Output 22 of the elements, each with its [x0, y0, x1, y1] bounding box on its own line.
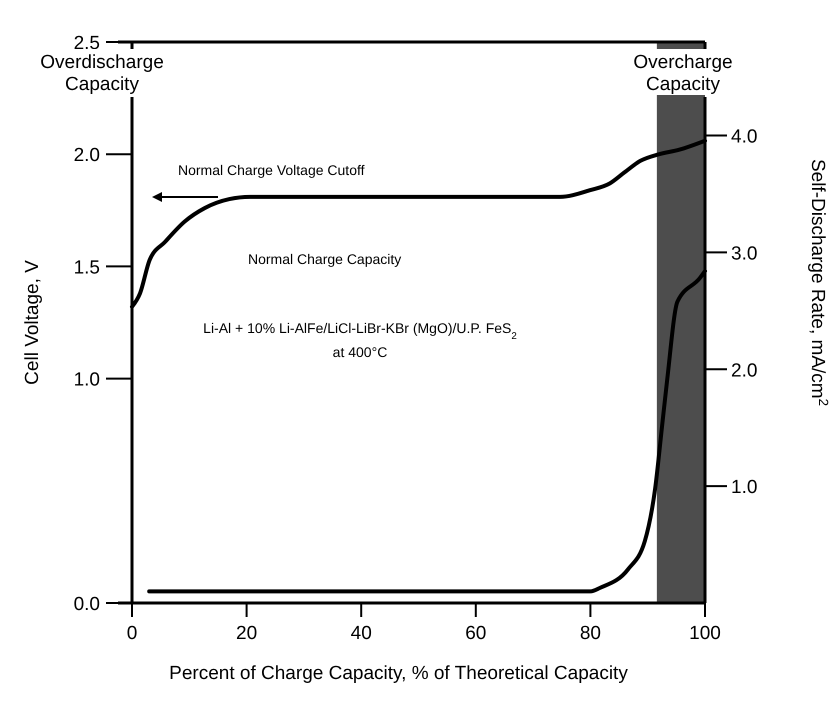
x-tick-label: 60 [465, 623, 486, 644]
y-tick-label: 1.5 [74, 257, 100, 278]
text: Li-Al + 10% Li-AlFe/LiCl-LiBr-KBr (MgO)/U.P. FeS$_{2}$ at 400°C [203, 320, 517, 360]
y-tick-label: 0.0 [74, 594, 100, 615]
y2-tick-label: 1.0 [731, 477, 758, 498]
y-tick-label: 2.0 [74, 145, 100, 166]
annotation: Normal Charge Capacity [248, 251, 402, 267]
annotation: Overdischarge Capacity [40, 52, 164, 95]
y-tick-label: 2.5 [74, 33, 100, 54]
y-tick-label: 1.0 [74, 370, 100, 391]
y2-tick-label: 3.0 [731, 243, 758, 264]
annotation: Overcharge Capacity [633, 52, 733, 95]
y2-tick-label: 4.0 [731, 126, 758, 148]
x-axis-title: Percent of Charge Capacity, % of Theoretical Capacity [169, 663, 628, 684]
annotation: Normal Charge Voltage Cutoff [178, 162, 365, 178]
x-tick-label: 100 [689, 623, 721, 644]
y2-tick-label: 2.0 [731, 360, 758, 382]
x-tick-label: 80 [580, 623, 601, 644]
x-tick-label: 20 [236, 623, 258, 644]
x-tick-label: 0 [126, 623, 138, 644]
y-axis-title: Cell Voltage, V [22, 260, 43, 385]
x-tick-label: 40 [350, 623, 372, 644]
